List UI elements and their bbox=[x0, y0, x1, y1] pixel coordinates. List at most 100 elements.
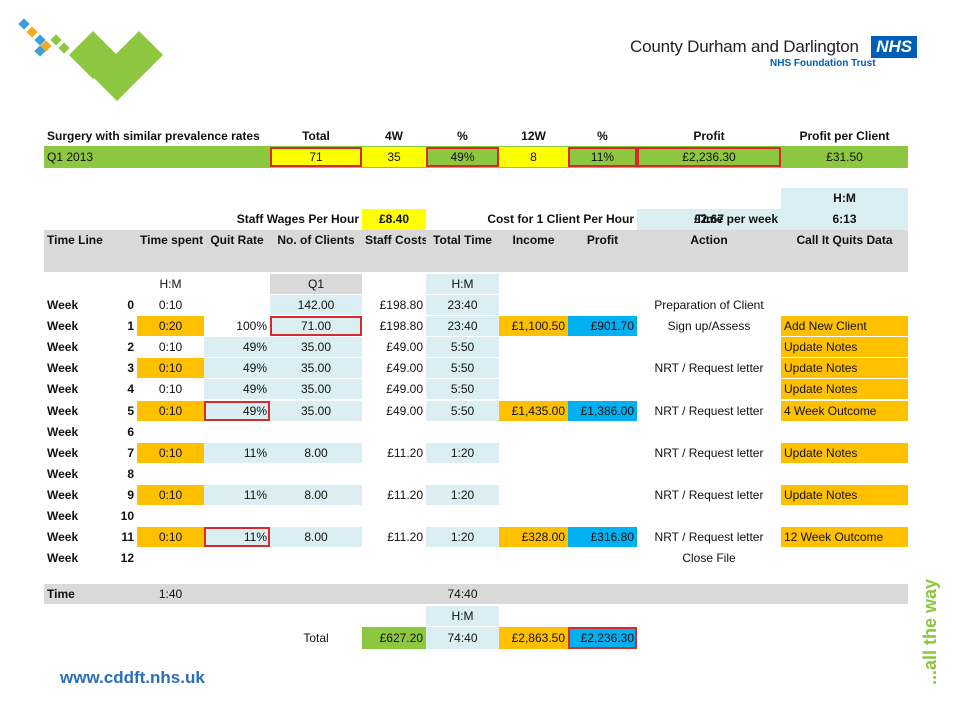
cq-data-cell: 12 Week Outcome bbox=[781, 527, 908, 547]
profit-cell bbox=[568, 379, 637, 399]
row-week: 9 bbox=[127, 488, 134, 502]
column-header-9: Call It Quits Data bbox=[796, 233, 893, 247]
staff-cost-cell: £198.80 bbox=[379, 319, 423, 333]
quit-rate-cell bbox=[204, 295, 270, 315]
time-spent-cell bbox=[137, 548, 204, 568]
row-label: Week bbox=[47, 425, 79, 439]
row-label: Week bbox=[47, 488, 79, 502]
total-time-unit: H:M bbox=[426, 606, 499, 626]
row-week: 3 bbox=[127, 361, 134, 375]
action-cell: NRT / Request letter bbox=[654, 361, 764, 375]
clients-cell: 71.00 bbox=[270, 316, 362, 336]
income-cell bbox=[499, 337, 568, 357]
staff-cost-cell: £11.20 bbox=[387, 446, 423, 460]
income-cell bbox=[499, 379, 568, 399]
column-header-8: Action bbox=[690, 233, 728, 247]
total-time-cell bbox=[426, 422, 499, 442]
cq-data-cell bbox=[781, 548, 908, 568]
total-time-cell: 5:50 bbox=[426, 358, 499, 378]
column-header-7: Profit bbox=[586, 233, 619, 247]
time-spent-cell: 0:10 bbox=[137, 485, 204, 505]
cost-value: £2.67 bbox=[637, 209, 781, 230]
total-time-cell: 5:50 bbox=[426, 401, 499, 421]
time-row-label: Time bbox=[47, 587, 75, 601]
staff-cost-cell bbox=[362, 506, 426, 526]
quit-rate-cell: 49% bbox=[204, 379, 270, 399]
row-week: 7 bbox=[127, 446, 134, 460]
cq-data-cell bbox=[781, 464, 908, 484]
row-week: 2 bbox=[127, 340, 134, 354]
profit-cell bbox=[568, 443, 637, 463]
quit-rate-cell: 11% bbox=[204, 443, 270, 463]
row-week: 10 bbox=[120, 509, 134, 523]
column-header-5: Total Time bbox=[433, 233, 492, 247]
cost-label: Cost for 1 Client Per Hour bbox=[487, 212, 634, 226]
column-header-1: Time spent bbox=[140, 233, 204, 247]
profit-cell bbox=[568, 485, 637, 505]
total-time-cell: 1:20 bbox=[426, 485, 499, 505]
row-label: Week bbox=[47, 467, 79, 481]
total-time-cell: 5:50 bbox=[426, 337, 499, 357]
clients-cell: 35.00 bbox=[270, 379, 362, 399]
column-header-2: Quit Rate bbox=[210, 233, 264, 247]
time-spent-cell: 0:10 bbox=[137, 358, 204, 378]
total-row-total-time: 74:40 bbox=[426, 627, 499, 649]
income-cell bbox=[499, 295, 568, 315]
profit-cell bbox=[568, 548, 637, 568]
row-week: 5 bbox=[127, 404, 134, 418]
cq-data-cell bbox=[781, 422, 908, 442]
income-cell bbox=[499, 485, 568, 505]
action-cell bbox=[637, 464, 781, 484]
total-time-cell bbox=[426, 548, 499, 568]
staff-cost-cell bbox=[362, 422, 426, 442]
cq-data-cell bbox=[781, 506, 908, 526]
action-cell: Sign up/Assess bbox=[667, 319, 751, 333]
time-per-week-label: Time per week bbox=[695, 212, 779, 226]
summary-header-5: % bbox=[597, 129, 608, 143]
action-cell bbox=[637, 337, 781, 357]
clients-cell: 8.00 bbox=[270, 485, 362, 505]
cq-data-cell: Update Notes bbox=[781, 443, 908, 463]
cq-data-cell: Update Notes bbox=[781, 337, 908, 357]
time-spent-cell bbox=[137, 422, 204, 442]
staff-cost-cell: £49.00 bbox=[386, 361, 423, 375]
row-label: Week bbox=[47, 404, 79, 418]
summary-header-4: 12W bbox=[521, 129, 546, 143]
row-label: Week bbox=[47, 361, 79, 375]
clients-cell: 8.00 bbox=[270, 443, 362, 463]
row-label: Week bbox=[47, 509, 79, 523]
clients-cell: 35.00 bbox=[270, 337, 362, 357]
summary-value-5: 11% bbox=[568, 147, 637, 167]
profit-cell: £901.70 bbox=[568, 316, 637, 336]
trust-subtitle: NHS Foundation Trust bbox=[770, 58, 876, 69]
quit-rate-cell: 49% bbox=[204, 337, 270, 357]
income-cell bbox=[499, 464, 568, 484]
total-profit: £2,236.30 bbox=[568, 627, 637, 649]
trust-logo bbox=[18, 18, 164, 102]
total-time-cell: 5:50 bbox=[426, 379, 499, 399]
summary-value-1: 71 bbox=[270, 147, 362, 167]
time-per-week-value: 6:13 bbox=[781, 209, 908, 230]
time-row-time-spent: 1:40 bbox=[158, 587, 183, 601]
summary-value-7: £31.50 bbox=[781, 147, 908, 167]
total-time-cell bbox=[426, 464, 499, 484]
subheader-clients: Q1 bbox=[270, 274, 362, 294]
time-spent-cell: 0:10 bbox=[137, 401, 204, 421]
action-cell: NRT / Request letter bbox=[654, 488, 764, 502]
summary-header-0: Surgery with similar prevalence rates bbox=[47, 129, 260, 143]
quit-rate-cell: 11% bbox=[204, 527, 270, 547]
summary-value-0: Q1 2013 bbox=[47, 150, 94, 164]
quit-rate-cell: 11% bbox=[204, 485, 270, 505]
staff-cost-cell: £49.00 bbox=[386, 340, 423, 354]
quit-rate-cell: 100% bbox=[236, 319, 267, 333]
time-spent-cell: 0:10 bbox=[158, 298, 183, 312]
income-cell: £328.00 bbox=[499, 527, 568, 547]
profit-cell: £1,386.00 bbox=[568, 401, 637, 421]
profit-cell bbox=[568, 506, 637, 526]
row-label: Week bbox=[47, 446, 79, 460]
row-week: 4 bbox=[127, 382, 134, 396]
staff-cost-cell: £11.20 bbox=[387, 488, 423, 502]
summary-value-3: 49% bbox=[426, 147, 499, 167]
footer-url[interactable]: www.cddft.nhs.uk bbox=[60, 668, 205, 687]
time-per-week-unit: H:M bbox=[781, 188, 908, 209]
